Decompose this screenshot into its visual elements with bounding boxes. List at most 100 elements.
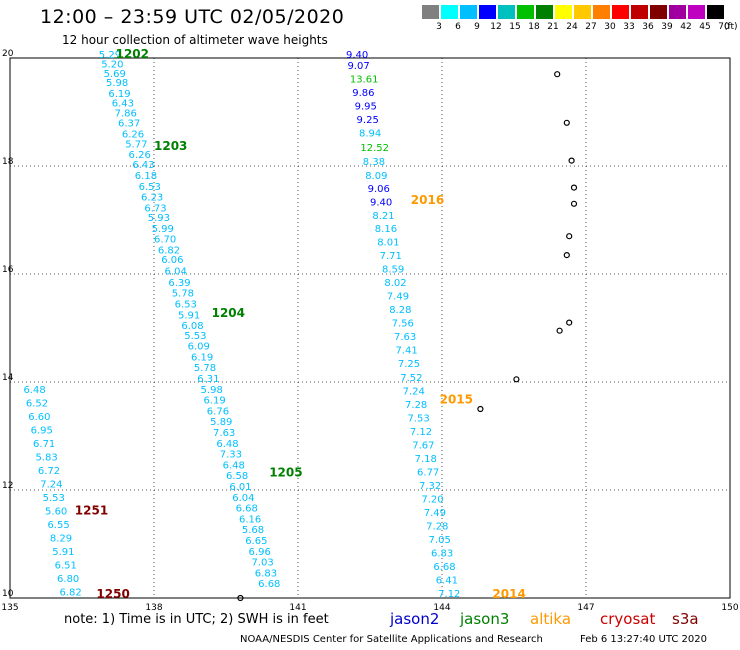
scale-tick: 3: [436, 22, 442, 32]
x-tick-label: 144: [433, 603, 450, 613]
scale-swatch: [536, 5, 553, 19]
data-point-label: 6.08: [181, 321, 203, 332]
x-tick-label: 150: [721, 603, 738, 613]
data-point-label: 6.83: [431, 548, 453, 559]
data-point-label: 9.95: [355, 101, 377, 112]
data-point-label: 6.70: [154, 235, 176, 246]
scale-swatch: [422, 5, 439, 19]
data-point-label: 6.48: [23, 385, 45, 396]
scale-swatch: [593, 5, 610, 19]
data-point-label: 6.51: [55, 560, 77, 571]
x-tick-label: 141: [289, 603, 306, 613]
data-point-label: 6.04: [165, 267, 187, 278]
data-point-label: 7.53: [407, 413, 429, 424]
data-point-label: 7.25: [398, 359, 420, 370]
data-point-label: 5.93: [148, 213, 170, 224]
y-tick-label: 18: [2, 157, 14, 167]
data-point-label: 6.19: [203, 396, 225, 407]
data-point-label: 5.99: [152, 224, 174, 235]
scale-tick: 24: [566, 22, 578, 32]
scale-swatch: [479, 5, 496, 19]
scale-swatch: [555, 5, 572, 19]
data-point-label: 6.16: [239, 514, 261, 525]
scale-tick: 9: [474, 22, 480, 32]
data-point-label: 6.55: [47, 520, 69, 531]
scale-tick: 30: [604, 22, 616, 32]
scale-tick: 18: [528, 22, 540, 32]
page-title: 12:00 – 23:59 UTC 02/05/2020: [40, 6, 345, 28]
island-outline: [237, 594, 244, 602]
data-point-label: 5.29: [99, 50, 121, 61]
scale-tick: 6: [455, 22, 461, 32]
data-point-label: 5.53: [184, 331, 206, 342]
y-tick-label: 14: [2, 373, 14, 383]
island-outline: [566, 233, 573, 240]
pass-label: 1250: [96, 587, 129, 601]
data-point-label: 8.38: [363, 157, 385, 168]
data-point-label: 7.63: [213, 428, 235, 439]
scale-unit: (ft): [724, 22, 738, 32]
data-point-label: 6.58: [226, 471, 248, 482]
scale-swatch: [650, 5, 667, 19]
data-point-label: 8.01: [377, 237, 399, 248]
data-point-label: 5.20: [101, 60, 123, 71]
legend-jason2: jason2: [390, 610, 440, 628]
data-point-label: 6.19: [108, 89, 130, 100]
data-point-label: 8.59: [382, 264, 404, 275]
data-point-label: 8.02: [384, 278, 406, 289]
island-outline: [563, 252, 570, 259]
island-outline: [554, 71, 561, 78]
data-point-label: 6.41: [436, 575, 458, 586]
data-point-label: 6.06: [161, 255, 183, 266]
page-subtitle: 12 hour collection of altimeter wave hei…: [62, 33, 328, 47]
pass-label: 1205: [269, 466, 302, 480]
island-outline: [556, 327, 563, 334]
y-tick-label: 16: [2, 265, 14, 275]
data-point-label: 6.19: [191, 352, 213, 363]
footer-timestamp: Feb 6 13:27:40 UTC 2020: [580, 634, 707, 645]
data-point-label: 6.23: [141, 193, 163, 204]
scale-tick: 45: [699, 22, 711, 32]
data-point-label: 13.61: [350, 74, 379, 85]
data-point-label: 7.49: [387, 291, 409, 302]
data-point-label: 5.89: [210, 417, 232, 428]
data-point-label: 8.21: [372, 211, 394, 222]
data-point-label: 7.49: [424, 508, 446, 519]
data-point-label: 5.78: [194, 363, 216, 374]
data-point-label: 6.80: [57, 574, 79, 585]
data-point-label: 5.91: [52, 547, 74, 558]
island-outline: [563, 119, 570, 126]
data-point-label: 6.65: [245, 536, 267, 547]
data-point-label: 7.63: [394, 332, 416, 343]
data-point-label: 6.37: [118, 119, 140, 130]
data-point-label: 6.71: [33, 439, 55, 450]
data-point-label: 6.76: [207, 406, 229, 417]
data-point-label: 5.91: [178, 310, 200, 321]
legend-jason3: jason3: [460, 610, 510, 628]
data-point-label: 6.68: [433, 562, 455, 573]
data-point-label: 6.09: [188, 342, 210, 353]
data-point-label: 5.78: [172, 289, 194, 300]
scale-swatch: [460, 5, 477, 19]
scale-swatch: [669, 5, 686, 19]
data-point-label: 7.18: [415, 454, 437, 465]
data-point-label: 5.53: [43, 493, 65, 504]
scale-tick: 27: [585, 22, 597, 32]
scale-swatch: [688, 5, 705, 19]
data-point-label: 6.96: [249, 547, 271, 558]
island-outline: [566, 319, 573, 326]
data-point-label: 7.20: [421, 494, 443, 505]
pass-label: 2014: [492, 587, 525, 601]
y-tick-label: 10: [2, 589, 14, 599]
data-point-label: 6.39: [168, 278, 190, 289]
data-point-label: 6.95: [31, 425, 53, 436]
data-point-label: 5.60: [45, 506, 67, 517]
data-point-label: 6.43: [132, 160, 154, 171]
data-point-label: 7.24: [403, 386, 425, 397]
pass-label: 2015: [440, 393, 473, 407]
data-point-label: 7.28: [405, 400, 427, 411]
data-point-label: 7.41: [395, 345, 417, 356]
y-tick-label: 12: [2, 481, 13, 491]
data-point-label: 7.86: [115, 108, 137, 119]
data-point-label: 8.94: [359, 128, 381, 139]
